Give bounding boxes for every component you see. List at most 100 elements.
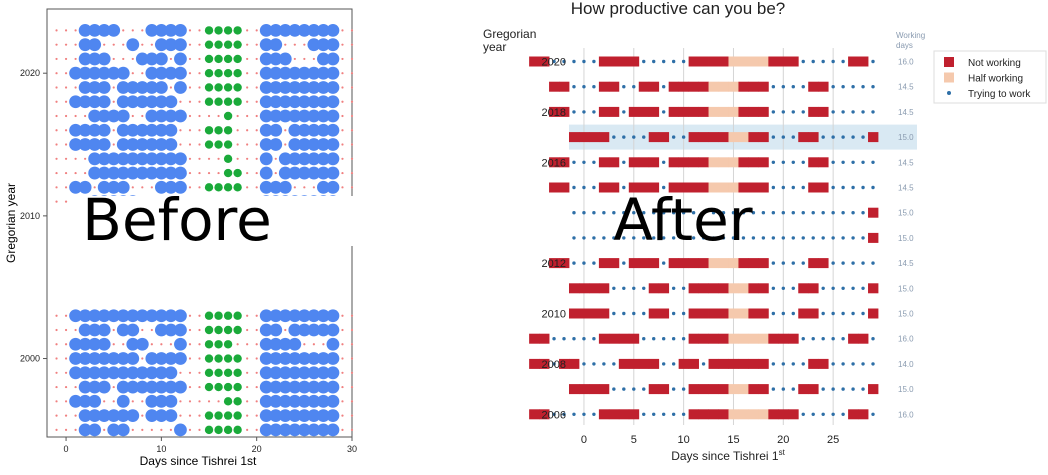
before-point-big bbox=[78, 123, 92, 137]
before-point-green bbox=[233, 325, 242, 335]
cell-not-working bbox=[708, 283, 719, 294]
cell-not-working bbox=[778, 56, 789, 67]
cell-trying-to-work bbox=[851, 387, 855, 391]
after-chart: How productive can you be? Gregorian yea… bbox=[483, 0, 1047, 463]
before-point-small bbox=[103, 428, 106, 431]
before-point-small bbox=[188, 100, 192, 103]
before-point-big bbox=[174, 180, 187, 194]
after-y-tick-label: 2006 bbox=[542, 409, 566, 421]
cell-trying-to-work bbox=[791, 160, 795, 164]
cell-trying-to-work bbox=[841, 85, 845, 89]
before-point-big bbox=[174, 423, 187, 437]
cell-not-working bbox=[758, 358, 769, 369]
before-point-big bbox=[145, 394, 159, 408]
after-x-axis-label: Days since Tishrei 1st bbox=[671, 448, 785, 463]
cell-not-working bbox=[549, 106, 560, 117]
cell-not-working bbox=[668, 258, 680, 269]
cell-trying-to-work bbox=[622, 110, 626, 114]
before-point-big bbox=[278, 109, 292, 123]
legend: Not working Half working Trying to work bbox=[933, 50, 1047, 104]
cell-trying-to-work bbox=[781, 85, 786, 89]
cell-not-working bbox=[708, 333, 719, 344]
cell-trying-to-work bbox=[801, 211, 805, 215]
before-point-small bbox=[64, 186, 68, 189]
before-point-small bbox=[284, 43, 287, 46]
before-point-small bbox=[64, 314, 68, 317]
cell-not-working bbox=[738, 106, 749, 117]
before-point-small bbox=[112, 385, 115, 389]
cell-half-working bbox=[758, 56, 769, 67]
before-point-big bbox=[154, 394, 168, 408]
before-point-big bbox=[78, 409, 92, 422]
before-point-small bbox=[112, 100, 115, 103]
before-point-green bbox=[223, 411, 233, 420]
before-point-big bbox=[269, 123, 283, 137]
cell-not-working bbox=[568, 384, 580, 395]
before-point-small bbox=[246, 129, 249, 132]
cell-not-working bbox=[818, 157, 829, 168]
before-point-big bbox=[88, 337, 102, 351]
working-days-value: 15.0 bbox=[898, 310, 914, 319]
before-point-big bbox=[326, 66, 340, 80]
before-point-small bbox=[74, 86, 77, 89]
before-point-small bbox=[246, 29, 249, 32]
before-point-small bbox=[160, 428, 163, 431]
before-point-big bbox=[164, 95, 178, 109]
cell-half-working bbox=[718, 182, 729, 193]
cell-not-working bbox=[708, 409, 719, 420]
before-point-big bbox=[307, 409, 321, 422]
cell-trying-to-work bbox=[801, 236, 805, 240]
before-point-small bbox=[236, 343, 239, 346]
before-point-big bbox=[297, 123, 311, 137]
cell-not-working bbox=[529, 333, 540, 344]
cell-trying-to-work bbox=[582, 211, 586, 215]
before-point-small bbox=[246, 157, 249, 160]
cell-not-working bbox=[748, 132, 759, 143]
before-point-small bbox=[55, 57, 58, 61]
before-point-small bbox=[131, 114, 134, 118]
cell-trying-to-work bbox=[592, 110, 596, 114]
cell-trying-to-work bbox=[681, 387, 686, 391]
cell-not-working bbox=[718, 409, 729, 420]
before-point-big bbox=[288, 323, 302, 337]
before-point-green bbox=[233, 368, 242, 377]
cell-trying-to-work bbox=[671, 337, 676, 341]
before-point-small bbox=[64, 129, 68, 132]
before-point-big bbox=[78, 24, 92, 37]
before-point-big bbox=[259, 81, 273, 94]
before-point-small bbox=[188, 371, 192, 374]
before-point-big bbox=[317, 352, 330, 365]
before-y-tick-label: 2020 bbox=[20, 68, 40, 78]
cell-trying-to-work bbox=[861, 160, 865, 164]
before-point-small bbox=[350, 72, 354, 75]
before-point-big bbox=[297, 24, 311, 37]
before-point-small bbox=[122, 343, 125, 346]
cell-trying-to-work bbox=[781, 110, 786, 114]
before-point-green bbox=[223, 111, 233, 121]
before-point-big bbox=[145, 109, 159, 123]
before-point-big bbox=[107, 166, 121, 180]
before-point-small bbox=[246, 186, 249, 189]
after-x-tick-label: 15 bbox=[727, 434, 739, 446]
cell-not-working bbox=[698, 182, 709, 193]
before-x-tick-label: 0 bbox=[64, 444, 69, 454]
cell-trying-to-work bbox=[622, 261, 626, 265]
cell-trying-to-work bbox=[841, 185, 845, 190]
before-point-small bbox=[150, 328, 153, 332]
before-point-big bbox=[154, 95, 168, 109]
before-point-small bbox=[255, 114, 258, 118]
before-chart: 0 10 20 30 2000 2010 2020 Days since Tishrei 1… bbox=[4, 8, 357, 468]
before-point-big bbox=[69, 123, 82, 137]
before-point-big bbox=[317, 380, 330, 394]
cell-trying-to-work bbox=[791, 110, 795, 114]
before-point-big bbox=[107, 366, 121, 380]
before-point-small bbox=[341, 328, 344, 332]
before-point-green bbox=[214, 368, 223, 377]
before-point-green bbox=[233, 97, 242, 106]
cell-not-working bbox=[549, 182, 560, 193]
before-point-big bbox=[78, 366, 92, 380]
before-point-small bbox=[55, 357, 58, 360]
before-point-big bbox=[269, 337, 283, 351]
before-point-green bbox=[204, 382, 214, 392]
cell-trying-to-work bbox=[771, 362, 776, 366]
